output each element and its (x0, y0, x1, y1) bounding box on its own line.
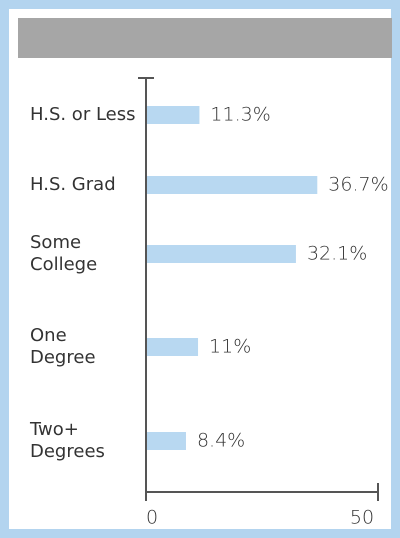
category-label: H.S. or Less (30, 104, 136, 125)
category-label: Two+ Degrees (30, 419, 105, 462)
x-tick-label: 0 (146, 507, 158, 529)
category-label: One Degree (30, 325, 96, 368)
category-label: Some College (30, 232, 98, 275)
header-bar (18, 18, 392, 58)
value-label: 32.1% (307, 243, 367, 265)
bar (147, 176, 318, 194)
bar (147, 432, 186, 450)
category-label: H.S. Grad (30, 174, 116, 195)
value-label: 11% (209, 336, 251, 358)
bar (147, 245, 296, 263)
value-label: 11.3% (210, 104, 270, 126)
bar (147, 106, 200, 124)
value-label: 8.4% (197, 430, 245, 452)
value-label: 36.7% (328, 174, 388, 196)
bar (147, 338, 199, 356)
x-tick-label: 50 (350, 507, 374, 529)
